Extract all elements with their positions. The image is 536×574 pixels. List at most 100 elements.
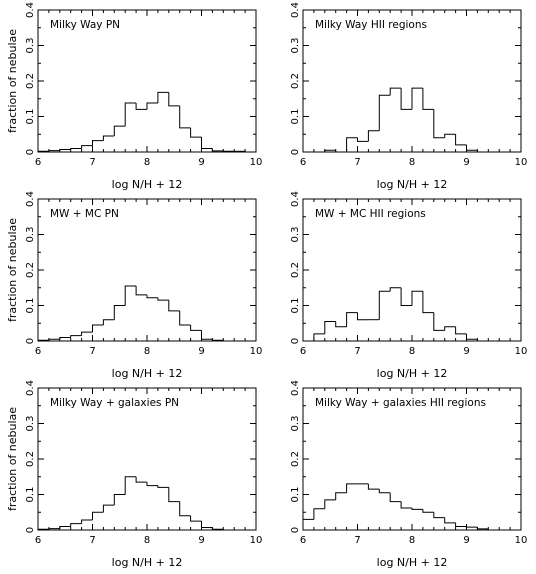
- histogram-bin: [124, 102, 137, 127]
- x-tick-label: 9: [463, 346, 469, 357]
- x-tick-label: 10: [515, 346, 528, 357]
- y-tick-label: 0.2: [290, 73, 301, 89]
- y-tick-label: 0: [25, 149, 36, 155]
- histogram-bin: [124, 476, 137, 495]
- histogram-bin: [37, 528, 49, 530]
- histogram-bin: [487, 528, 500, 531]
- x-tick-label: 9: [198, 535, 204, 546]
- axes-frame: [37, 198, 257, 342]
- histogram-bin: [378, 290, 391, 320]
- y-tick-label: 0.3: [290, 38, 301, 54]
- histogram-bin: [179, 105, 191, 129]
- histogram-bin: [346, 137, 358, 152]
- histogram-bin: [466, 144, 478, 151]
- histogram-bin: [179, 310, 191, 326]
- histogram-bin: [476, 339, 489, 342]
- x-tick-label: 10: [515, 535, 528, 546]
- y-tick-label: 0: [290, 338, 301, 344]
- histogram-bin: [135, 285, 147, 296]
- x-tick-label: 10: [515, 157, 528, 168]
- x-tick-label: 6: [35, 535, 41, 546]
- histogram-bin: [302, 518, 314, 530]
- histogram-bin: [444, 326, 456, 331]
- histogram-bin: [146, 294, 158, 299]
- histogram-bin: [102, 504, 115, 513]
- y-tick-label: 0.2: [25, 73, 36, 89]
- histogram-bin: [201, 521, 213, 529]
- histogram-bin: [335, 321, 347, 328]
- histogram-bin: [48, 338, 60, 341]
- histogram-bin: [37, 150, 49, 152]
- histogram-bin: [378, 94, 391, 131]
- y-tick-label: 0.1: [25, 109, 36, 125]
- y-tick-label: 0.1: [25, 298, 36, 314]
- histogram-bin: [168, 92, 180, 107]
- histogram-bin: [135, 476, 147, 483]
- histogram-bin: [244, 151, 256, 153]
- histogram-bin: [201, 330, 213, 340]
- y-tick-label: 0.2: [25, 262, 36, 278]
- x-tick-label: 7: [89, 535, 95, 546]
- histogram-bin: [400, 287, 412, 306]
- histogram-bin: [389, 492, 402, 503]
- histogram-bin: [411, 507, 423, 510]
- x-tick-label: 8: [409, 157, 415, 168]
- y-tick-label: 0.1: [290, 487, 301, 503]
- y-tick-label: 0.2: [290, 451, 301, 467]
- histogram-bin: [313, 508, 325, 520]
- x-tick-label: 7: [354, 346, 360, 357]
- x-tick-label: 6: [300, 535, 306, 546]
- x-tick-label: 7: [89, 157, 95, 168]
- y-axis-label: fraction of nebulae: [6, 407, 19, 511]
- histogram-bin: [201, 137, 213, 149]
- chart-panel-1: 6 7 8 9 10 0 0.1 0.2 0.3 0.4 Milky Way PN log N/H +…: [6, 2, 262, 191]
- x-axis-label: log N/H + 12: [112, 178, 183, 191]
- histogram-bin: [313, 333, 325, 341]
- axes-frame: [37, 387, 257, 531]
- histogram-bin: [455, 134, 467, 146]
- y-tick-label: 0.3: [25, 416, 36, 432]
- histogram-bin: [411, 290, 423, 306]
- x-tick-label: 6: [300, 157, 306, 168]
- x-axis-label: log N/H + 12: [377, 556, 448, 569]
- x-axis-label: log N/H + 12: [112, 556, 183, 569]
- histogram-bin: [37, 339, 49, 341]
- histogram-bin: [81, 145, 93, 149]
- histogram-bin: [92, 511, 104, 521]
- chart-panel-2: 6 7 8 9 10 0 0.1 0.2 0.3 0.4 Milky Way HII regions…: [290, 2, 527, 191]
- histogram-bin: [59, 149, 71, 151]
- histogram-bin: [157, 297, 169, 301]
- x-tick-label: 6: [300, 346, 306, 357]
- histogram-bin: [146, 482, 158, 487]
- histogram-bin: [113, 125, 126, 137]
- histogram-bin: [157, 91, 169, 104]
- y-tick-label: 0.4: [25, 380, 36, 396]
- x-tick-label: 9: [198, 346, 204, 357]
- histogram-bin: [92, 140, 104, 146]
- y-axis-label: fraction of nebulae: [6, 218, 19, 322]
- histogram-bin: [444, 517, 456, 524]
- histogram-bin: [367, 130, 380, 142]
- histogram-bin: [48, 528, 60, 530]
- x-tick-label: 10: [250, 157, 263, 168]
- histogram-bin: [411, 87, 423, 110]
- x-tick-label: 8: [144, 157, 150, 168]
- chart-panel-6: 6 7 8 9 10 0 0.1 0.2 0.3 0.4 Milky Way + galaxies …: [290, 380, 527, 569]
- histogram-bin: [378, 489, 391, 494]
- histogram-bin: [476, 527, 489, 530]
- histogram-bin: [433, 512, 445, 519]
- x-tick-label: 9: [463, 157, 469, 168]
- y-tick-label: 0.3: [290, 227, 301, 243]
- y-tick-label: 0.4: [290, 380, 301, 396]
- histogram-bin: [400, 88, 412, 110]
- histogram-bin: [422, 509, 434, 513]
- histogram-bin: [102, 319, 115, 326]
- histogram-bin: [346, 483, 358, 493]
- y-tick-label: 0.4: [25, 2, 36, 18]
- histogram-bin: [422, 88, 434, 110]
- histogram-bin: [113, 494, 126, 506]
- x-tick-label: 8: [409, 346, 415, 357]
- histogram-bin: [168, 487, 180, 503]
- histogram-bin: [124, 285, 137, 306]
